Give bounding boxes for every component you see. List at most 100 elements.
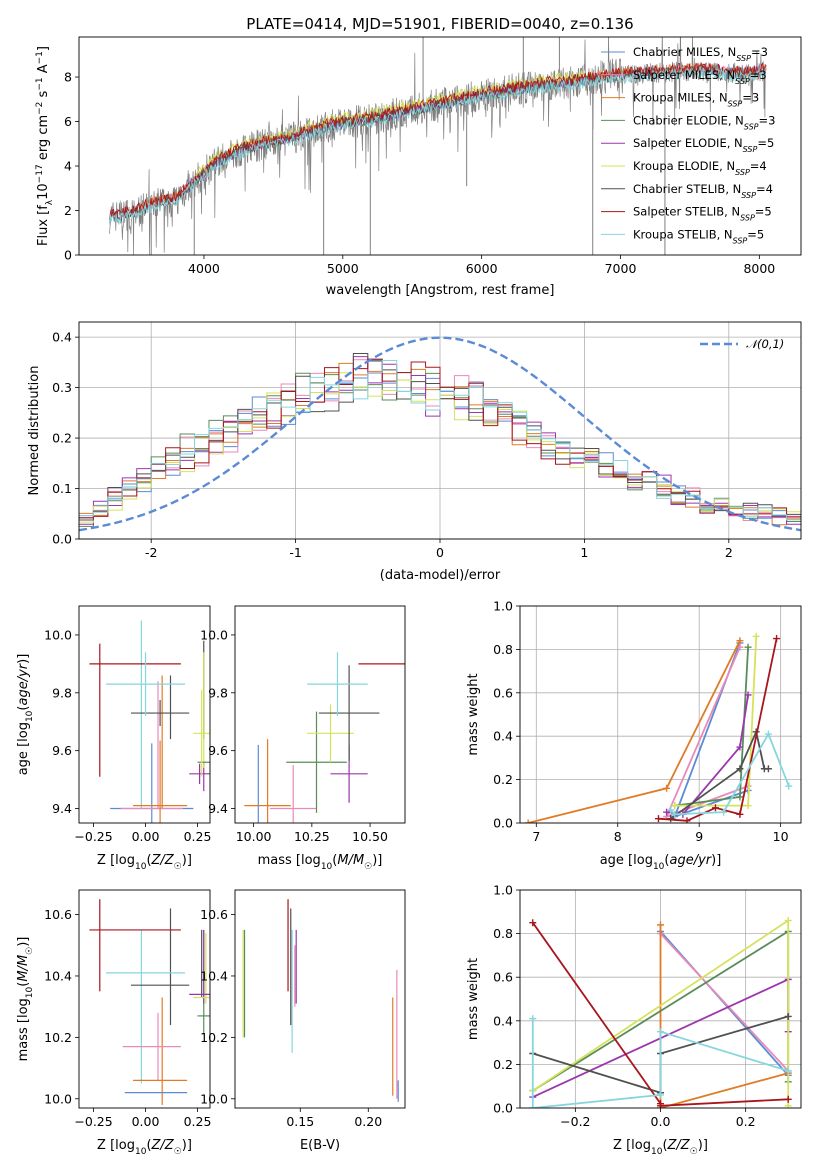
x-tick-label: 0.15	[286, 1114, 314, 1129]
weight-line	[659, 924, 789, 1108]
legend-entry: 𝒩(0,1)	[746, 337, 784, 351]
legend-entry: Kroupa MILES, NSSP=3	[633, 91, 759, 109]
age-vs-mass-axes: 10.00 10.25 10.50 9.4 9.6 9.8 10.0	[200, 627, 388, 844]
weight-marker	[784, 1095, 792, 1103]
legend-entry: Salpeter ELODIE, NSSP=5	[633, 136, 774, 154]
y-tick-label: 0.8	[493, 642, 513, 657]
spectrum-frame	[78, 36, 802, 256]
residual-ylabel: Normed distribution	[27, 366, 42, 496]
weight-marker	[667, 806, 675, 814]
residual-xlabel: (data-model)/error	[380, 568, 501, 583]
weight-marker	[711, 804, 719, 812]
weight-marker	[720, 808, 728, 816]
age-vs-mass-frame	[234, 605, 406, 824]
weight-marker	[671, 802, 679, 810]
spectrum-ylabel: Flux [fλ10−17 erg cm−2 s−1 A−1]	[35, 46, 55, 246]
spectrum-plot	[109, 37, 767, 255]
weight-marker	[744, 691, 752, 699]
y-tick-label: 10.2	[200, 1030, 228, 1045]
mass-vs-EBV-plot	[242, 899, 399, 1102]
weight-marker	[764, 730, 772, 738]
weight-marker	[752, 632, 760, 640]
weight-vs-Z-frame	[519, 889, 802, 1109]
y-tick-label: 0.0	[493, 1101, 513, 1116]
weight-vs-Z-ylabel: mass weight	[466, 958, 481, 1040]
weight-marker	[784, 917, 792, 925]
weight-marker	[654, 815, 662, 823]
age-vs-mass-xlabel: mass [log10(M/M☉)]	[258, 853, 383, 872]
y-tick-label: 9.4	[208, 801, 228, 816]
y-tick-label: 0.0	[493, 816, 513, 831]
weight-marker	[663, 808, 671, 816]
x-tick-label: 7000	[605, 261, 637, 276]
y-tick-label: 0.8	[493, 926, 513, 941]
y-tick-label: 10.6	[200, 907, 228, 922]
age-vs-Z-axes: −0.25 0.00 0.25 9.4 9.6 9.8 10.0	[44, 627, 211, 844]
y-tick-label: 4	[64, 159, 72, 174]
y-tick-label: 9.6	[52, 743, 72, 758]
y-tick-label: 0.2	[493, 1057, 513, 1072]
weight-marker	[773, 635, 781, 643]
y-tick-label: 0.6	[493, 685, 513, 700]
weight-marker	[657, 921, 664, 929]
spectrum-model-chabrier-elodie	[189, 74, 593, 192]
legend-entry: Kroupa STELIB, NSSP=5	[633, 227, 764, 245]
weight-marker	[657, 1102, 664, 1108]
weight-marker	[671, 810, 679, 818]
x-tick-label: 0.20	[354, 1114, 382, 1129]
weight-marker	[529, 919, 537, 927]
y-tick-label: 10.2	[44, 1030, 72, 1045]
x-tick-label: 10.00	[236, 829, 272, 844]
y-tick-label: 0	[64, 248, 72, 263]
spectrum-xlabel: wavelength [Angstrom, rest frame]	[326, 283, 555, 298]
mass-vs-Z-ylabel: mass [log10(M/M☉)]	[16, 937, 35, 1062]
legend-entry: Chabrier MILES, NSSP=3	[633, 45, 768, 63]
y-tick-label: 0.4	[493, 1013, 513, 1028]
y-tick-label: 10.0	[44, 1091, 72, 1106]
weight-marker	[736, 765, 744, 773]
weight-vs-Z-xlabel: Z [log10(Z/Z☉)]	[613, 1138, 708, 1157]
age-vs-mass-plot	[244, 652, 405, 823]
weight-marker	[784, 1067, 792, 1075]
spectrum-legend: Chabrier MILES, NSSP=3 Salpeter MILES, NS…	[601, 45, 775, 245]
y-tick-label: 10.4	[44, 968, 72, 983]
y-tick-label: 9.8	[208, 685, 228, 700]
y-tick-label: 10.0	[200, 627, 228, 642]
weight-marker	[744, 643, 752, 651]
spectrum-model-salpeter-elodie	[189, 75, 593, 192]
x-tick-label: 9	[695, 829, 703, 844]
x-tick-label: 4000	[188, 261, 220, 276]
residuals-axes: -2 -1 0 1 2 0.0 0.1 0.2 0.3 0.4	[52, 322, 801, 560]
x-tick-label: 10	[773, 829, 789, 844]
y-tick-label: 0.0	[52, 532, 72, 547]
x-tick-label: 10.25	[294, 829, 330, 844]
spectrum-axes: 4000 5000 6000 7000 8000 0 2 4 6 8	[64, 70, 775, 276]
x-tick-label: 0	[436, 545, 444, 560]
weight-marker	[736, 743, 744, 751]
weight-marker	[657, 1091, 664, 1099]
x-tick-label: 8000	[743, 261, 775, 276]
y-tick-label: 8	[64, 70, 72, 85]
age-vs-Z-xlabel: Z [log10(Z/Z☉)]	[97, 853, 192, 872]
weight-marker	[663, 784, 671, 792]
mass-vs-Z-frame	[78, 889, 211, 1109]
weight-vs-age-frame	[519, 605, 802, 824]
y-tick-label: 10.4	[200, 968, 228, 983]
x-tick-label: 0.00	[132, 1114, 160, 1129]
x-tick-label: 1	[580, 545, 588, 560]
mass-vs-EBV-axes: 0.15 0.20 10.0 10.2 10.4 10.6	[200, 907, 382, 1129]
x-tick-label: −0.25	[74, 829, 112, 844]
spectrum-model-salpeter-stelib	[109, 61, 767, 220]
y-tick-label: 10.0	[44, 627, 72, 642]
x-tick-label: 10.50	[352, 829, 388, 844]
y-tick-label: 0.4	[493, 729, 513, 744]
y-tick-label: 0.2	[493, 772, 513, 787]
y-tick-label: 9.4	[52, 801, 72, 816]
x-tick-label: 0.25	[184, 829, 212, 844]
weight-marker	[524, 819, 532, 823]
x-tick-label: −0.25	[74, 1114, 112, 1129]
residuals-frame	[78, 321, 802, 540]
y-tick-label: 0.6	[493, 970, 513, 985]
weight-marker	[657, 1028, 664, 1036]
y-tick-label: 10.0	[200, 1091, 228, 1106]
